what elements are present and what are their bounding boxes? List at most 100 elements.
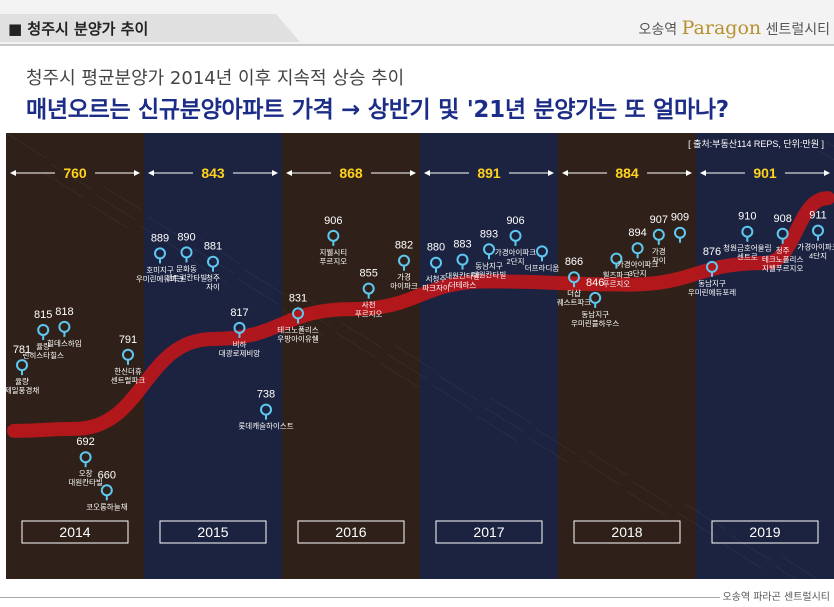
point-label: 가경아이파크 — [495, 247, 536, 257]
point-label: 아이파크 — [390, 281, 418, 291]
map-texture-line — [341, 322, 383, 349]
point-label: 퀘스트파크 — [557, 298, 592, 307]
point-label: 우미린에듀파크 — [136, 273, 184, 283]
point-value: 882 — [395, 240, 413, 252]
point-value: 880 — [427, 242, 445, 254]
map-texture-line — [438, 375, 480, 402]
chart-svg: [ 출처:부동산114 REPS, 단위:만원 ] 760 843 868 891 884… — [6, 133, 834, 579]
map-pin-icon — [180, 246, 193, 259]
map-texture-line — [625, 490, 667, 517]
arrow-head — [824, 170, 830, 176]
point-value: 855 — [359, 268, 377, 280]
point-label: 2단지 — [507, 256, 525, 266]
point-label: 가경아이파크 — [617, 259, 658, 269]
year-average-label: 901 — [753, 165, 777, 181]
point-label: 더테라스 — [449, 281, 477, 290]
point-value: 791 — [119, 334, 137, 346]
section-tab — [0, 14, 300, 42]
map-texture-line — [431, 384, 473, 411]
map-pin-icon — [430, 256, 442, 269]
year-label: 2014 — [59, 524, 90, 540]
year-label-box — [711, 520, 819, 544]
map-texture-line — [819, 150, 834, 161]
point-value: 889 — [151, 232, 169, 244]
year-average-label: 760 — [63, 165, 87, 181]
year-column-2017 — [420, 133, 559, 579]
point-label: 푸르지오 — [603, 280, 631, 289]
map-texture-line — [379, 362, 421, 389]
map-texture-line — [185, 256, 227, 283]
point-label: 비하 — [233, 339, 247, 349]
point-label: 우방아이유쉘 — [277, 333, 318, 343]
point-value: 692 — [76, 436, 94, 448]
point-value: 660 — [98, 469, 116, 481]
map-texture-line — [722, 543, 764, 570]
arrow-head — [562, 170, 568, 176]
top-bar: ■ 청주시 분양가 추이 오송역 Paragon 센트럴시티 — [0, 0, 834, 44]
point-label: 센트럴칸타빌 — [166, 272, 207, 282]
point-label: 더샵 — [567, 288, 581, 298]
point-label: 가경 — [652, 246, 666, 256]
point-value: 906 — [324, 215, 342, 227]
point-label: 센트럴파크 — [111, 375, 146, 385]
point-label: 테크노폴리스 — [277, 325, 318, 334]
point-label: 더프라디움 — [525, 263, 560, 272]
footer-divider — [0, 597, 720, 598]
point-label: 오창 — [79, 469, 93, 478]
point-label: 문화동 — [176, 264, 197, 273]
point-value: 894 — [628, 227, 646, 239]
point-label: 대원칸타빌 — [472, 269, 507, 279]
point-label: 힐데스하임 — [47, 338, 82, 348]
point-label: 코오롱하늘채 — [86, 501, 127, 511]
map-texture-line — [729, 534, 771, 561]
point-label: 푸르지오 — [320, 257, 348, 266]
chart-subtitle: 청주시 평균분양가 2014년 이후 지속적 상승 추이 — [26, 68, 405, 89]
point-value: 908 — [773, 213, 791, 225]
year-label-box — [297, 520, 405, 544]
arrow-head — [548, 170, 554, 176]
point-label: 동남지구 — [581, 310, 609, 319]
source-note: [ 출처:부동산114 REPS, 단위:만원 ] — [688, 138, 824, 149]
point-label: 테크노폴리스 — [762, 255, 803, 264]
brand-prefix: 오송역 — [638, 22, 678, 38]
point-label: 센트로 — [737, 252, 758, 262]
point-label: 롯데캐슬하이스트 — [238, 421, 293, 431]
map-texture-line — [43, 172, 85, 199]
point-value: 876 — [703, 246, 721, 258]
point-label: 청원금호어울림 — [723, 243, 771, 253]
arrow-head — [286, 170, 292, 176]
map-texture-line — [244, 269, 286, 296]
point-label: 대광로제비앙 — [219, 348, 260, 358]
point-label: 대원칸타빌 — [445, 271, 480, 281]
point-label: 지웰푸르지오 — [762, 263, 803, 273]
point-label: 푸르지오 — [355, 310, 383, 319]
map-texture-line — [102, 185, 144, 212]
map-pin-icon — [536, 245, 548, 258]
point-label: 사천 — [362, 300, 376, 310]
point-label: 동남지구 — [698, 279, 726, 288]
arrow-head — [148, 170, 154, 176]
map-texture-line — [684, 503, 726, 530]
year-average-label: 843 — [201, 165, 225, 181]
year-label: 2017 — [473, 524, 504, 540]
point-label: 호미지구 — [146, 265, 174, 274]
map-texture-line — [199, 238, 241, 265]
map-pin-icon — [122, 348, 134, 361]
point-label: 가경 — [397, 272, 411, 282]
point-value: 881 — [204, 241, 222, 253]
brand-logo: 오송역 Paragon 센트럴시티 — [639, 17, 830, 39]
year-column-2016 — [282, 133, 421, 579]
point-label: 청주 — [776, 246, 790, 255]
arrow-head — [410, 170, 416, 176]
point-value: 815 — [34, 309, 52, 321]
point-label: 3단지 — [629, 268, 647, 278]
map-texture-line — [192, 247, 234, 274]
year-label: 2015 — [197, 524, 228, 540]
point-value: 906 — [506, 215, 524, 227]
arrow-head — [272, 170, 278, 176]
map-pin-icon — [327, 229, 340, 242]
map-texture-line — [147, 216, 189, 243]
year-label-box — [573, 520, 681, 544]
year-average-label: 891 — [477, 165, 501, 181]
point-value: 890 — [177, 231, 195, 243]
